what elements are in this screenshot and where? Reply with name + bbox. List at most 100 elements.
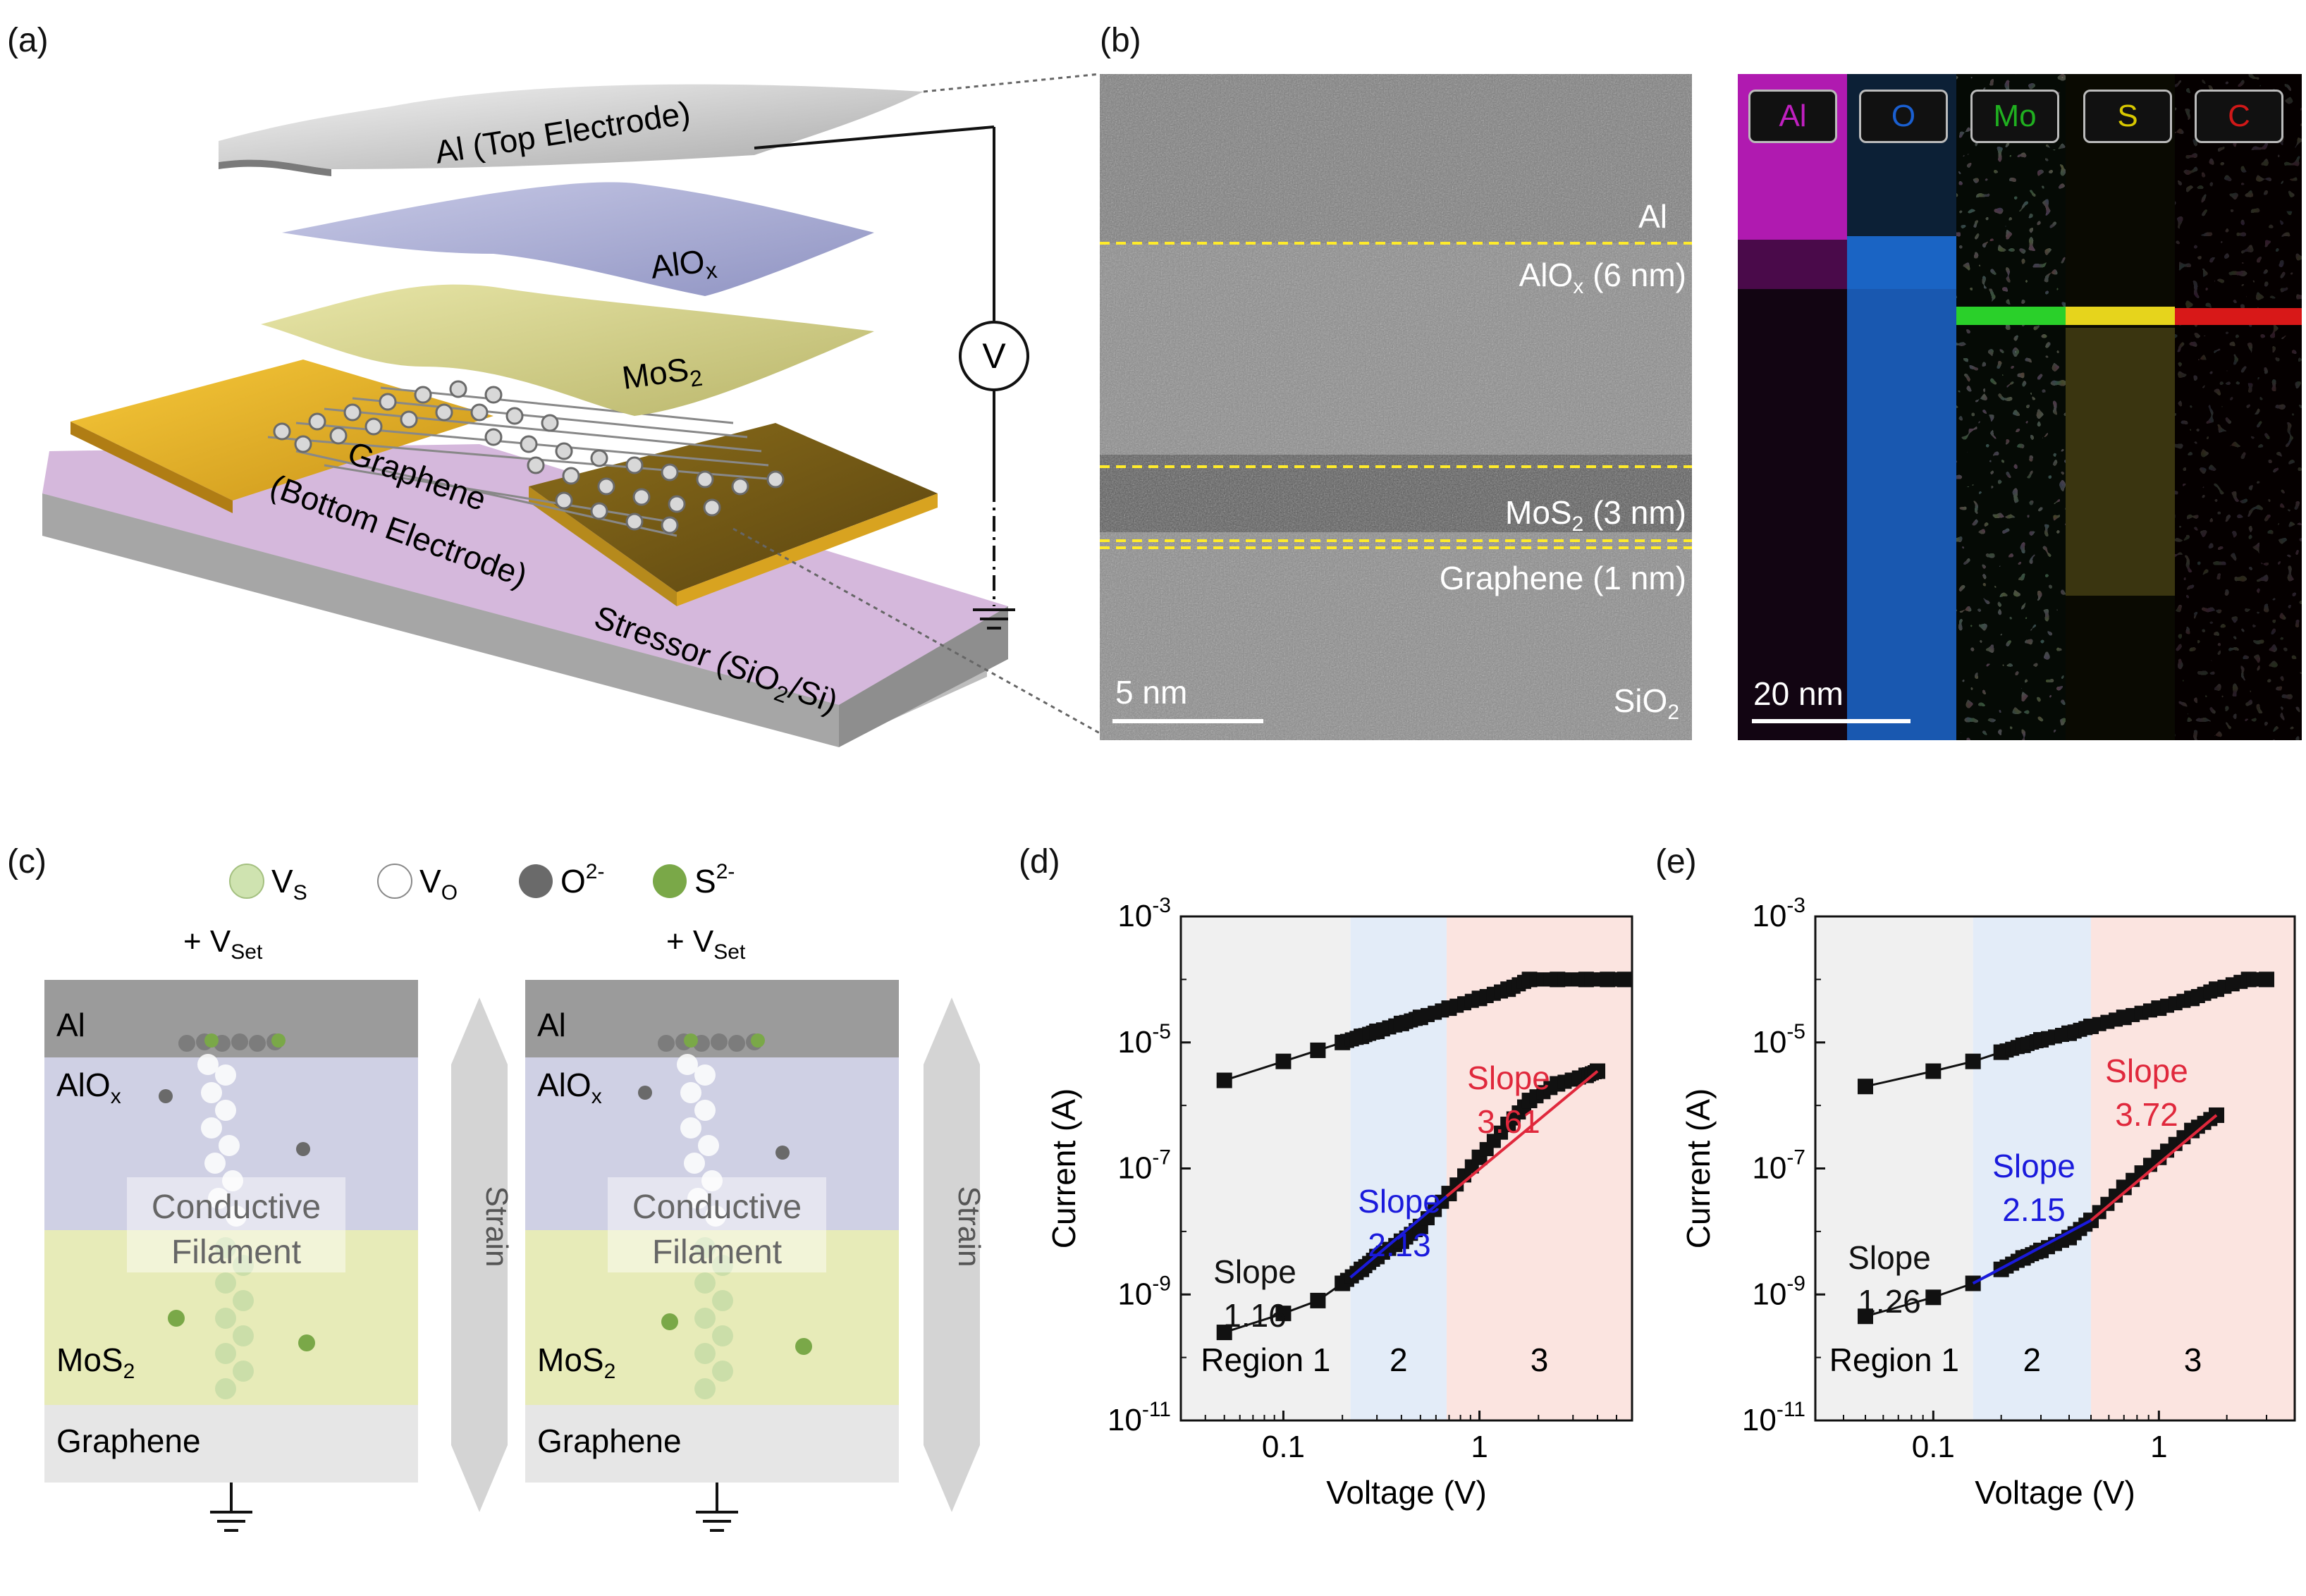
tem-label-al: Al [1638,198,1667,235]
legend-vo: VO [419,863,458,904]
data-point-hrs [1857,1308,1873,1325]
region-band-1 [1181,916,1351,1420]
data-point-hrs [1925,1289,1942,1306]
y-tick-label: 10-3 [1752,894,1805,933]
stack-left-alox: AlOx [56,1067,121,1108]
x-axis-label: Voltage (V) [1326,1474,1487,1511]
eds-channel-mo: Mo [1970,90,2059,143]
strain-label-right: Strain [952,1186,986,1267]
panel-label-c: (c) [7,843,47,880]
panel-label-d: (d) [1019,843,1060,880]
data-point-lrs [1310,1042,1326,1058]
iv-chart-e: 10-3 10-5 10-7 10-9 10-11 0.1 1 Voltage (V) Curr… [1680,894,2296,1511]
stack-right-al: Al [537,1007,566,1043]
vset-right: + VSet [666,924,746,964]
filament-schematic: VS VO O2- S2- + VSet + VSet Conductive F… [44,860,986,1532]
data-point-hrs [1310,1292,1326,1308]
x-axis-label: Voltage (V) [1975,1474,2135,1511]
iv-chart-d: 10-3 10-5 10-7 10-9 10-11 0.1 1 Voltage (V) Curr… [1045,894,1633,1511]
tem-label-sio2: SiO2 [1613,682,1679,725]
y-axis-label: Current (A) [1045,1088,1082,1248]
fit-line-2 [1349,1195,1448,1279]
stack-right-graphene: Graphene [537,1423,682,1459]
data-point-lrs [1857,1079,1873,1095]
panel-label-b: (b) [1100,22,1141,59]
y-axis-label: Current (A) [1680,1088,1717,1248]
stack-left: Conductive Filament Al AlOx MoS2 Graphen… [44,980,418,1532]
data-point-hrs [1275,1306,1292,1322]
fit-line-3 [1445,1069,1599,1198]
mos2-layer [261,284,874,416]
data-point-hrs [1965,1275,1981,1291]
eds-channel-s: S [2083,90,2172,143]
stack-left-graphene: Graphene [56,1423,201,1459]
al-top-electrode [219,84,924,169]
stack-left-al: Al [56,1007,85,1043]
measurement-circuit [754,125,1029,630]
tem-label-alox: AlOx (6 nm) [1519,257,1686,299]
x-tick-label: 0.1 [1262,1430,1305,1464]
data-point-lrs [1925,1063,1942,1079]
stack-right-alox: AlOx [537,1067,602,1108]
tem-image [1100,74,1692,740]
slope-label-1: Slope [1213,1253,1296,1290]
region-label-2: 2 [1390,1342,1408,1378]
panel-label-e: (e) [1655,843,1697,880]
tem-scale-bar-label: 5 nm [1115,674,1188,711]
tem-label-mos2: MoS2 (3 nm) [1505,494,1686,536]
region-label-3: 3 [2184,1342,2202,1378]
y-tick-label: 10-11 [1742,1398,1805,1437]
fit-line-2 [1972,1219,2092,1285]
y-tick-label: 10-11 [1108,1398,1171,1437]
alox-layer [282,182,874,296]
strain-arrow-right: Strain [924,998,986,1512]
stack-right: Conductive Filament Al AlOx MoS2 Graphen… [525,980,899,1532]
slope-value-3: 3.61 [1477,1103,1540,1140]
y-tick-label: 10-9 [1752,1272,1805,1311]
slope-value-1: 1.16 [1223,1297,1287,1334]
legend-o: O2- [560,860,604,900]
region-band-2 [1350,916,1447,1420]
data-point-lrs [2259,971,2275,988]
eds-channel-c: C [2195,90,2283,143]
tem-label-graphene: Graphene (1 nm) [1439,560,1686,596]
slope-value-2: 2.15 [2002,1191,2066,1228]
region-label-1: Region 1 [1201,1342,1330,1378]
stack-right-mos2: MoS2 [537,1342,615,1383]
y-tick-label: 10-9 [1117,1272,1171,1311]
slope-label-2: Slope [1992,1148,2075,1184]
data-point-hrs [1216,1325,1232,1341]
legend-s: S2- [694,860,735,900]
eds-maps: 20 nm Al O Mo S C [1738,74,2302,740]
stack-left-mos2: MoS2 [56,1342,135,1383]
vset-left: + VSet [183,924,263,964]
strain-label-left: Strain [479,1186,514,1267]
legend-s-marker [653,864,687,898]
legend-o-marker [519,864,553,898]
y-tick-label: 10-7 [1752,1146,1805,1186]
region-band-2 [1973,916,2092,1420]
slope-label-2: Slope [1358,1183,1441,1220]
legend-vo-marker [377,864,412,899]
panel-label-a: (a) [7,22,49,59]
legend-vs: VS [271,863,307,904]
filament-label-left-2: Filament [171,1234,301,1271]
filament-label-left-1: Conductive [152,1189,321,1226]
slope-label-1: Slope [1848,1239,1931,1276]
device-schematic: V Al (Top Electrode) AlOx MoS2 Graphene … [42,73,1100,747]
y-tick-label: 10-3 [1117,894,1171,933]
eds-channel-o: O [1859,90,1948,143]
strain-arrow-left: Strain [451,998,514,1512]
stressor-substrate [42,444,1008,747]
region-label-1: Region 1 [1829,1342,1959,1378]
data-point-lrs [1216,1072,1232,1088]
slope-value-3: 3.72 [2115,1096,2178,1133]
tem-labels: Al AlOx (6 nm) MoS2 (3 nm) Graphene (1 n… [1100,74,1692,740]
region-band-1 [1815,916,1973,1420]
y-tick-label: 10-7 [1117,1146,1171,1186]
legend-vs-marker [229,864,264,899]
y-tick-label: 10-5 [1752,1020,1805,1060]
x-tick-label: 0.1 [1912,1430,1955,1464]
data-point-lrs [1275,1053,1292,1069]
region-label-2: 2 [2023,1342,2042,1378]
